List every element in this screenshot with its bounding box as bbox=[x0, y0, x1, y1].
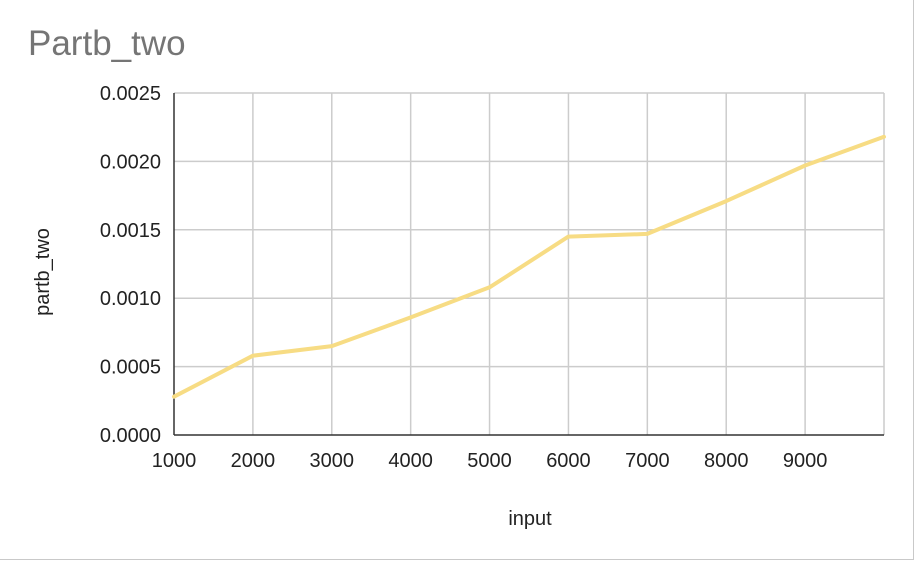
y-axis-label: partb_two bbox=[32, 228, 54, 316]
y-tick-label: 0.0010 bbox=[100, 288, 161, 310]
y-tick-label: 0.0005 bbox=[100, 357, 161, 379]
x-tick-label: 9000 bbox=[783, 450, 828, 472]
chart-title: Partb_two bbox=[28, 24, 186, 63]
x-axis-label: input bbox=[508, 508, 552, 530]
y-tick-label: 0.0000 bbox=[100, 425, 161, 447]
x-tick-label: 7000 bbox=[625, 450, 670, 472]
y-tick-label: 0.0015 bbox=[100, 220, 161, 242]
axes bbox=[173, 93, 884, 436]
x-tick-label: 2000 bbox=[231, 450, 276, 472]
x-tick-label: 8000 bbox=[704, 450, 749, 472]
x-tick-label: 6000 bbox=[546, 450, 591, 472]
x-tick-label: 3000 bbox=[310, 450, 355, 472]
series-line bbox=[172, 134, 886, 399]
x-tick-label: 5000 bbox=[467, 450, 512, 472]
grid bbox=[174, 92, 885, 435]
tick-labels: 0.0000 0.0005 0.0010 0.0015 0.0020 0.0025 1000… bbox=[100, 83, 828, 472]
x-tick-label: 1000 bbox=[152, 450, 197, 472]
y-tick-label: 0.0025 bbox=[100, 83, 161, 105]
series-layer bbox=[172, 134, 886, 399]
x-tick-label: 4000 bbox=[388, 450, 433, 472]
y-tick-label: 0.0020 bbox=[100, 151, 161, 173]
